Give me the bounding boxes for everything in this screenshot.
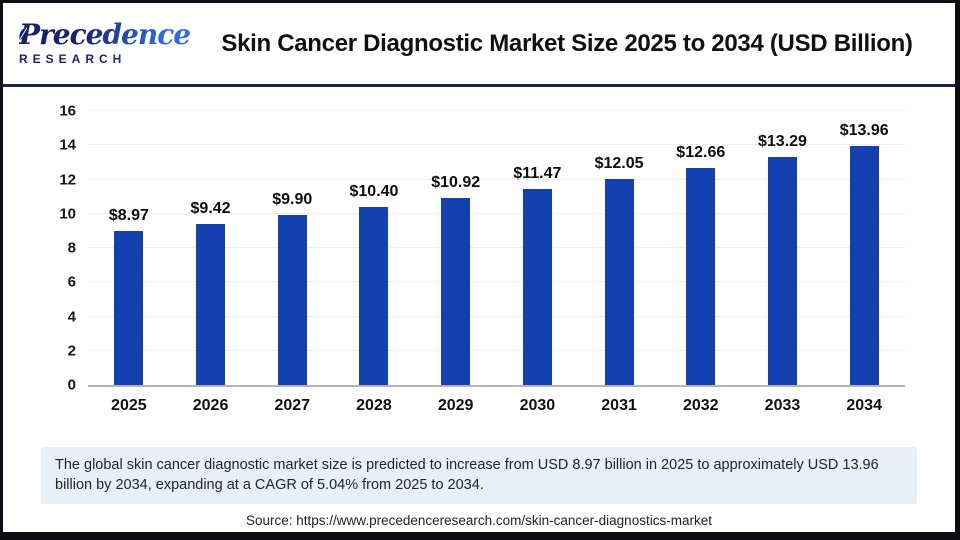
x-axis-labels: 2025 2026 2027 2028 2029 2030 2031 2032 2033 2034 (88, 397, 905, 415)
bar-group: $11.47 (497, 111, 579, 385)
header: Precedence RESEARCH Skin Cancer Diagnost… (3, 3, 955, 87)
bar-value-label: $11.47 (513, 164, 562, 182)
source-text: Source: https://www.precedenceresearch.c… (246, 512, 712, 528)
bar-value-label: $13.29 (758, 133, 807, 151)
x-axis-tick-label: 2026 (192, 397, 229, 414)
x-axis-tick-label: 2025 (111, 397, 147, 414)
bar (686, 168, 716, 385)
logo-text-research: RESEARCH (19, 52, 199, 66)
bar-value-label: $9.90 (272, 191, 313, 209)
bar-group: $12.66 (660, 111, 742, 385)
y-axis-tick-label: 16 (59, 102, 76, 120)
bar-group: $13.96 (823, 111, 905, 385)
bar-value-label: $9.42 (190, 199, 231, 217)
gridline (88, 247, 905, 248)
bar-chart: 0 2 4 6 8 10 12 14 16 $8.97 $9.42 $9.90 $10.40 $10.92… (3, 87, 955, 439)
logo-wordmark: Precedence (19, 21, 199, 49)
bar-value-label: $10.92 (431, 174, 481, 191)
bar (767, 157, 797, 385)
bar-value-label: $10.40 (349, 182, 399, 200)
logo-text-precedence: Precedence (19, 18, 191, 51)
y-axis-tick-label: 6 (67, 273, 76, 291)
bar (277, 215, 307, 385)
x-axis-tick-label: 2033 (764, 397, 801, 414)
page-title: Skin Cancer Diagnostic Market Size 2025 … (221, 29, 913, 57)
bar (114, 231, 144, 385)
title-container: Skin Cancer Diagnostic Market Size 2025 … (199, 30, 955, 58)
y-axis-tick-label: 4 (67, 308, 76, 325)
x-axis-tick-label: 2031 (601, 397, 637, 414)
gridline (88, 315, 905, 317)
bars-row: $8.97 $9.42 $9.90 $10.40 $10.92 $11.47 $12.05 $… (88, 111, 905, 385)
bar-value-label: $13.96 (839, 121, 889, 139)
gridline (88, 212, 905, 214)
bar-group: $9.42 (170, 111, 252, 385)
gridline (88, 110, 905, 111)
y-axis-tick-label: 8 (67, 239, 76, 257)
y-axis-tick-label: 12 (59, 171, 76, 188)
bar (522, 188, 552, 385)
x-axis-tick-label: 2029 (437, 397, 474, 414)
x-axis-tick-label: 2030 (519, 397, 556, 414)
bar (196, 223, 226, 385)
bar-group: $9.90 (251, 111, 333, 385)
bar-group: $8.97 (88, 111, 170, 385)
x-axis-tick-label: 2027 (274, 397, 311, 414)
bar-group: $12.05 (578, 111, 660, 385)
bar-group: $10.92 (415, 111, 497, 385)
plot-area: 0 2 4 6 8 10 12 14 16 $8.97 $9.42 $9.90 $10.40 $10.92… (59, 104, 905, 393)
gridline (88, 144, 905, 146)
x-axis-tick-label: 2028 (356, 397, 392, 414)
bar-group: $10.40 (333, 111, 415, 385)
gridline (88, 349, 905, 351)
bar-value-label: $8.97 (108, 207, 149, 225)
summary-note: The global skin cancer diagnostic market… (41, 447, 917, 504)
y-axis-tick-label: 10 (59, 205, 76, 223)
bar (441, 198, 471, 385)
bar-group: $13.29 (742, 111, 824, 385)
x-axis-tick-label: 2034 (846, 397, 882, 414)
bar (604, 178, 634, 385)
x-axis-tick-label: 2032 (682, 397, 719, 414)
precedence-research-logo: Precedence RESEARCH (3, 21, 199, 67)
bar (849, 145, 879, 385)
y-axis-tick-label: 14 (59, 136, 76, 154)
y-axis-tick-label: 2 (67, 342, 76, 360)
bar-value-label: $12.66 (676, 144, 726, 162)
leaf-icon (19, 26, 29, 40)
bar (359, 206, 389, 385)
gridline (88, 178, 905, 180)
gridline (88, 281, 905, 283)
bar-value-label: $12.05 (594, 154, 644, 172)
y-axis-tick-label: 0 (67, 376, 76, 394)
